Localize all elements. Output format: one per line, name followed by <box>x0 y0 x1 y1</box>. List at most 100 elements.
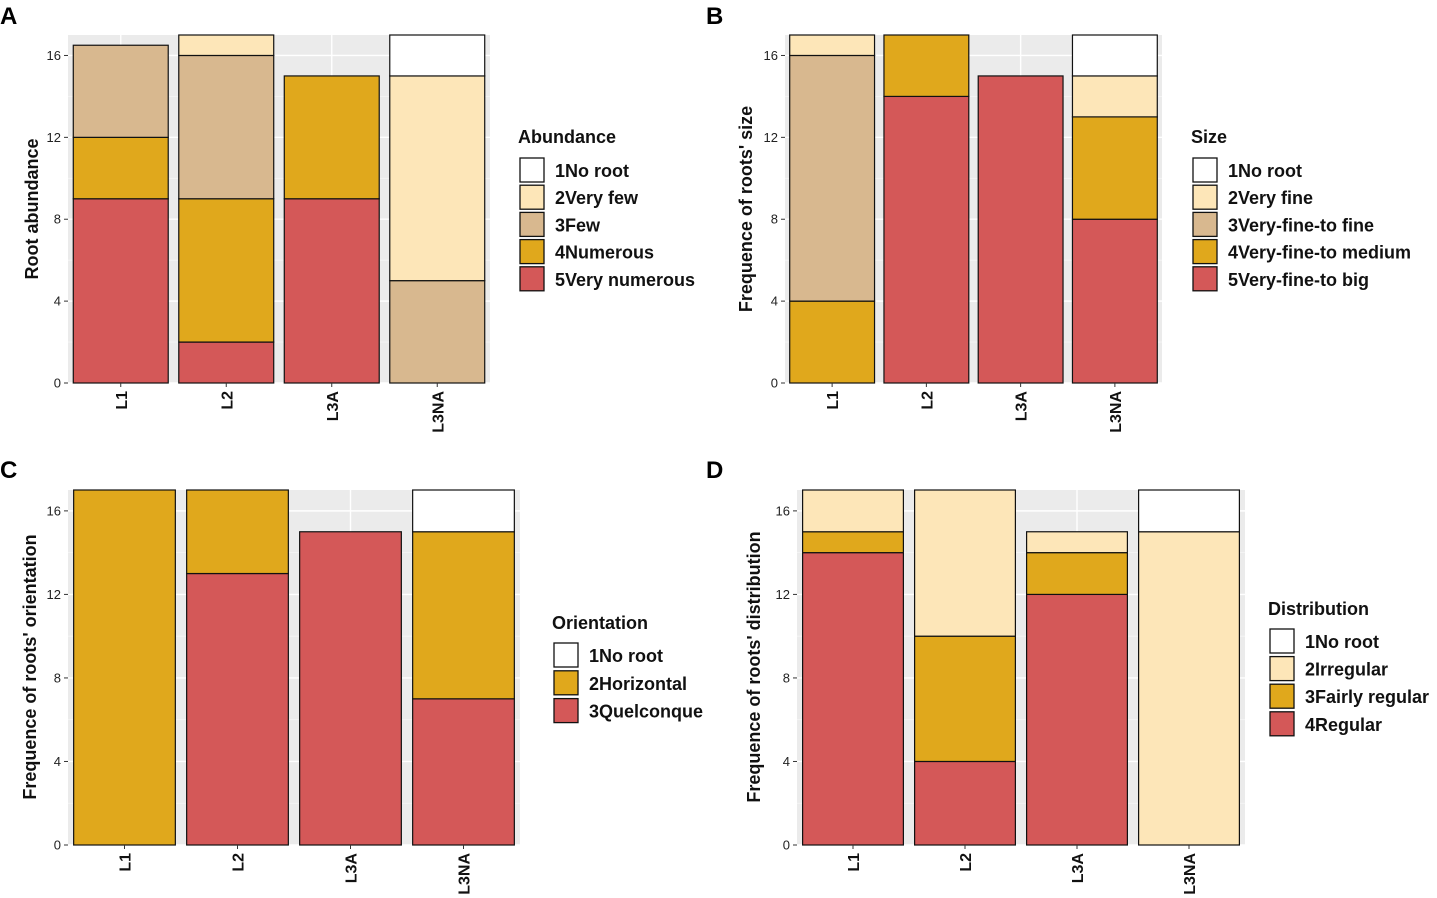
bar-segment-l3na-4 <box>1071 116 1158 220</box>
legend-swatch-3 <box>519 211 545 238</box>
bar-segment-l1-4 <box>801 552 904 846</box>
y-tick-label: 4 <box>54 294 61 309</box>
x-tick-label-l3a: L3A <box>344 853 361 884</box>
panel-letter: D <box>706 457 723 484</box>
legend-swatch-1 <box>1192 157 1218 183</box>
legend-swatch-1 <box>1269 628 1295 654</box>
y-tick-label: 8 <box>54 670 61 685</box>
y-axis-title: Frequence of roots' orientation <box>20 534 40 799</box>
legend-swatch-3 <box>1269 683 1295 709</box>
legend-label-2: 2Very few <box>555 188 639 208</box>
bar-segment-l3na-1 <box>412 489 515 533</box>
y-axis-title: Frequence of roots' size <box>736 106 756 312</box>
legend: Distribution 1No root 2Irregular 3Fairly re… <box>1268 599 1429 737</box>
x-tick-label-l2: L2 <box>231 853 248 872</box>
bar-segment-l2-2 <box>178 34 275 57</box>
legend-label-1: 1No root <box>1228 161 1302 181</box>
legend-swatch-3 <box>1192 211 1218 238</box>
y-tick-label: 8 <box>54 212 61 227</box>
legend-label-4: 4Regular <box>1305 715 1382 735</box>
bar-segment-l1-2 <box>73 489 176 846</box>
bar-segment-l1-3 <box>72 44 169 138</box>
bar-segment-l3na-3 <box>389 280 486 384</box>
bar-segment-l1-3 <box>789 54 876 302</box>
legend-label-3: 3Fairly regular <box>1305 687 1429 707</box>
legend-label-4: 4Very-fine-to medium <box>1228 243 1411 263</box>
y-tick-label: 0 <box>771 376 778 391</box>
legend-swatch-1 <box>553 642 579 668</box>
legend-label-4: 4Numerous <box>555 243 654 263</box>
x-tick-label-l2: L2 <box>919 391 936 410</box>
bar-segment-l2-2 <box>186 489 289 575</box>
legend-swatch-2 <box>553 670 579 696</box>
x-tick-label-l3na: L3NA <box>1182 853 1199 895</box>
bar-segment-l1-5 <box>72 198 169 384</box>
bar-segment-l2-5 <box>178 341 275 384</box>
legend-label-1: 1No root <box>555 161 629 181</box>
y-tick-label: 12 <box>776 587 790 602</box>
bar-segment-l1-4 <box>72 136 169 200</box>
legend-swatch-5 <box>1192 266 1218 292</box>
bar-segment-l2-4 <box>178 198 275 343</box>
bar-segment-l1-2 <box>789 34 876 57</box>
bar-segment-l2-5 <box>883 95 970 384</box>
legend-title: Distribution <box>1268 599 1369 619</box>
x-tick-label-l1: L1 <box>846 853 863 872</box>
bar-segment-l1-3 <box>801 531 904 554</box>
y-tick-label: 8 <box>783 670 790 685</box>
panel-letter: A <box>0 3 17 30</box>
legend-label-3: 3Quelconque <box>589 702 703 722</box>
bar-segment-l3a-2 <box>1025 531 1128 554</box>
legend-label-1: 1No root <box>589 646 663 666</box>
x-tick-label-l1: L1 <box>114 391 131 410</box>
x-tick-label-l1: L1 <box>118 853 135 872</box>
x-tick-label-l3a: L3A <box>1014 391 1031 422</box>
bar-segment-l1-4 <box>789 300 876 384</box>
y-tick-label: 0 <box>54 838 61 853</box>
legend-swatch-4 <box>519 238 545 265</box>
bar-segment-l3na-2 <box>389 75 486 282</box>
y-tick-label: 4 <box>54 754 61 769</box>
x-tick-label-l2: L2 <box>958 853 975 872</box>
legend-label-2: 2Very fine <box>1228 188 1313 208</box>
legend-title: Orientation <box>552 613 648 633</box>
bar-segment-l3na-3 <box>412 698 515 846</box>
bar-segment-l1-2 <box>801 489 904 533</box>
bar-segment-l3na-2 <box>1071 75 1158 118</box>
legend-label-5: 5Very-fine-to big <box>1228 270 1369 290</box>
y-tick-label: 12 <box>764 130 778 145</box>
y-tick-label: 16 <box>776 503 790 518</box>
legend-swatch-4 <box>1269 711 1295 737</box>
bar-segment-l3a-5 <box>283 198 380 384</box>
y-tick-label: 16 <box>47 48 61 63</box>
y-tick-label: 12 <box>47 587 61 602</box>
legend-swatch-3 <box>553 697 579 724</box>
bar-segment-l2-3 <box>186 572 289 846</box>
bar-segment-l3a-3 <box>299 531 402 846</box>
chart-panel-a: A 0 4 8 12 16 L1 L2 L3A L3NA Root abundance Abundan… <box>0 3 695 433</box>
y-axis-title: Root abundance <box>22 138 42 279</box>
x-tick-label-l3na: L3NA <box>457 853 474 895</box>
y-tick-label: 0 <box>783 838 790 853</box>
bar-segment-l2-3 <box>913 635 1016 763</box>
legend-label-1: 1No root <box>1305 632 1379 652</box>
bar-segment-l3na-1 <box>1137 489 1240 533</box>
legend-swatch-2 <box>1192 184 1218 210</box>
y-tick-label: 0 <box>54 376 61 391</box>
legend-swatch-4 <box>1192 238 1218 265</box>
legend-swatch-2 <box>519 184 545 210</box>
legend-swatch-5 <box>519 266 545 292</box>
y-tick-label: 12 <box>47 130 61 145</box>
chart-panel-d: D 0 4 8 12 16 L1 L2 L3A L3NA Frequence of roots' d… <box>706 457 1429 895</box>
x-tick-label-l3na: L3NA <box>1108 391 1125 433</box>
y-tick-label: 4 <box>783 754 790 769</box>
x-tick-label-l2: L2 <box>219 391 236 410</box>
panel-letter: B <box>706 3 723 30</box>
bar-segment-l3a-4 <box>1025 593 1128 846</box>
legend-label-5: 5Very numerous <box>555 270 695 290</box>
x-tick-label-l3na: L3NA <box>430 391 447 433</box>
legend: Abundance 1No root 2Very few 3Few 4Numerous 5… <box>518 127 695 292</box>
y-tick-label: 16 <box>47 503 61 518</box>
legend-swatch-1 <box>519 157 545 183</box>
